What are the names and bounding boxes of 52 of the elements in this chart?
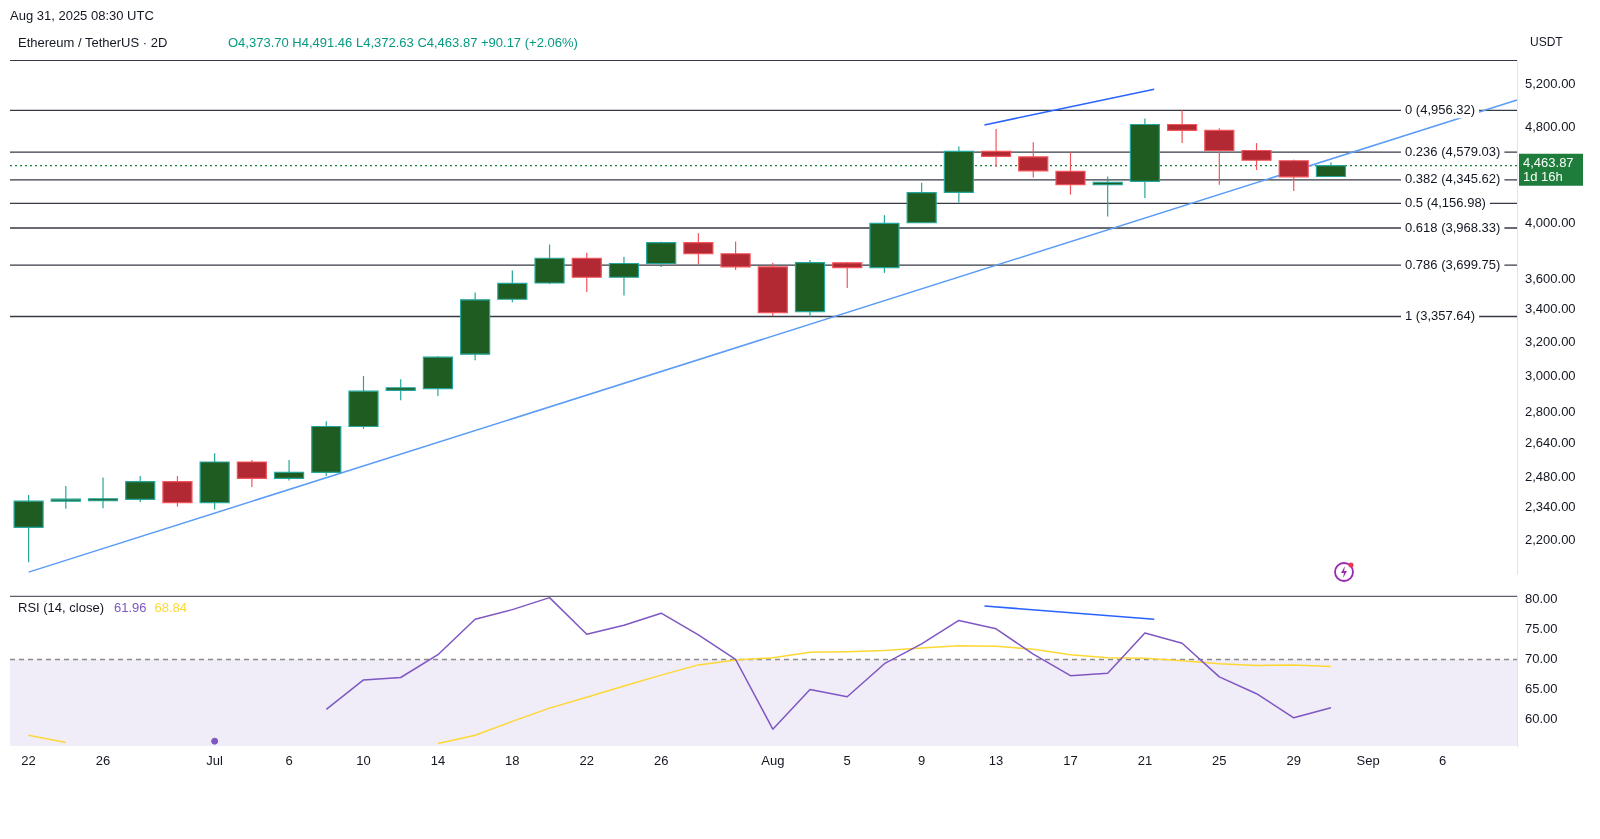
- ref-line-label: 0.236 (4,579.03): [1405, 143, 1501, 159]
- x-tick-label: 6: [1438, 753, 1447, 769]
- chart-title: RSI (14, close): [18, 600, 104, 616]
- chart-subtitle: O4,373.70 H4,491.46 L4,372.63 C4,463.87 +90.17 (+2.06%): [228, 35, 578, 50]
- ref-line-label: 0.5 (4,156.98): [1405, 195, 1486, 210]
- x-tick-label: 9: [918, 753, 926, 769]
- y-tick-label: 75.00: [1525, 621, 1558, 637]
- text: Aug 31, 2025 08:30 UTC: [10, 8, 154, 23]
- annotation: 61.96: [113, 600, 147, 616]
- ref-line-label: 0.382 (4,345.62): [1405, 171, 1501, 187]
- ref-line-label: 0.786 (3,699.75): [1405, 256, 1501, 272]
- y-tick-label: 3,200.00: [1525, 333, 1576, 349]
- x-tick-label: 22: [21, 753, 36, 769]
- x-tick-label: 6: [285, 753, 293, 769]
- x-tick-label: 18: [505, 753, 520, 769]
- y-tick-label: 80.00: [1525, 590, 1558, 606]
- y-tick-label: 2,480.00: [1525, 468, 1576, 484]
- ref-line-label: 1 (3,357.64): [1405, 308, 1476, 324]
- chart-title: Ethereum / TetherUS · 2D: [18, 35, 168, 50]
- y-tick-label: 2,200.00: [1525, 531, 1576, 547]
- x-tick-label: 5: [843, 753, 851, 769]
- y-tick-label: 4,800.00: [1525, 118, 1576, 134]
- x-tick-label: 25: [1212, 753, 1227, 769]
- x-tick-label: Aug: [761, 753, 785, 769]
- y-tick-label: 3,600.00: [1525, 271, 1576, 287]
- x-tick-label: 22: [579, 753, 594, 769]
- x-tick-label: 10: [356, 753, 371, 769]
- ref-line-label: 4,463.87: [1523, 155, 1574, 171]
- y-tick-label: 5,200.00: [1525, 76, 1576, 92]
- x-tick-label: 21: [1137, 753, 1153, 769]
- ref-line-label: 0.618 (3,968.33): [1405, 219, 1501, 235]
- x-tick-label: Jul: [206, 753, 224, 769]
- y-tick-label: 2,800.00: [1525, 404, 1576, 420]
- y-tick-label: 60.00: [1525, 711, 1558, 727]
- x-tick-label: 17: [1063, 753, 1078, 769]
- y-tick-label: 70.00: [1525, 651, 1558, 667]
- x-tick-label: 13: [988, 753, 1004, 769]
- y-tick-label: 2,640.00: [1525, 435, 1576, 451]
- x-tick-label: 26: [95, 753, 111, 769]
- ref-line-label: 0 (4,956.32): [1405, 101, 1476, 117]
- x-tick-label: 14: [430, 753, 446, 769]
- y-tick-label: 65.00: [1525, 681, 1558, 697]
- x-tick-label: 29: [1286, 753, 1301, 769]
- y-tick-label: 4,000.00: [1525, 215, 1576, 231]
- x-tick-label: 26: [653, 753, 669, 769]
- annotation: 68.84: [154, 600, 188, 616]
- y-tick-label: 3,000.00: [1525, 367, 1576, 383]
- text: 1d 16h: [1523, 169, 1563, 185]
- x-tick-label: Sep: [1356, 753, 1380, 769]
- text: USDT: [1530, 35, 1563, 49]
- y-tick-label: 2,340.00: [1525, 499, 1576, 515]
- y-tick-label: 3,400.00: [1525, 301, 1576, 317]
